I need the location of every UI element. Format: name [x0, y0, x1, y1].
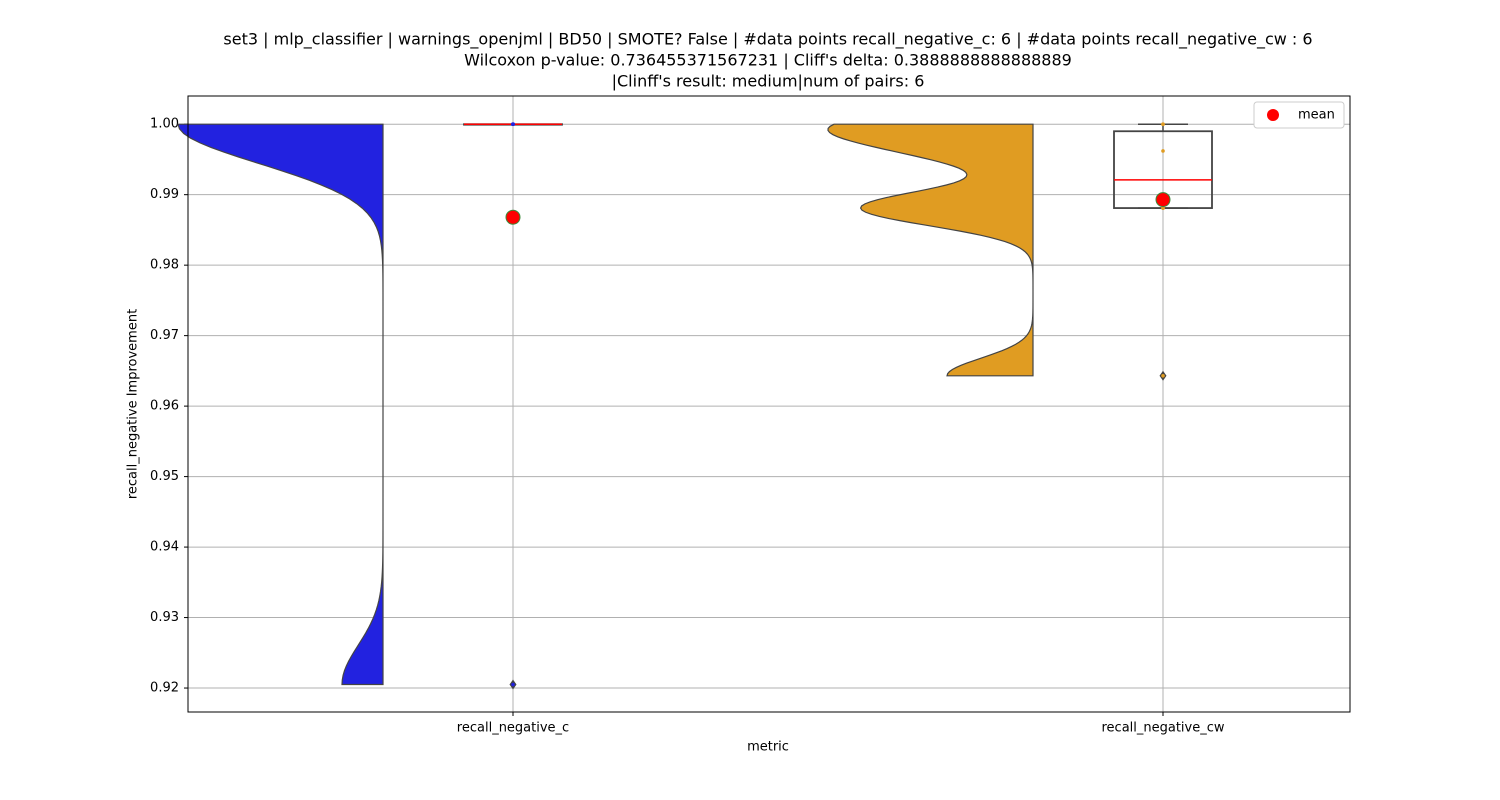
y-tick-label: 0.99: [150, 187, 179, 202]
y-axis-label: recall_negative Improvement: [126, 309, 141, 499]
y-tick-label: 0.93: [150, 610, 179, 625]
plot-frame: [187, 95, 1351, 713]
y-tick-label: 0.92: [150, 681, 179, 696]
x-tick-label: recall_negative_c: [457, 721, 569, 736]
violin: [177, 123, 384, 686]
data-point: [1161, 149, 1165, 153]
mean-marker: [1155, 192, 1171, 208]
legend-marker: [1267, 109, 1279, 121]
data-point: [1161, 122, 1165, 126]
chart-title: set3 | mlp_classifier | warnings_openjml…: [223, 30, 1312, 50]
y-tick-label: 0.96: [150, 399, 179, 414]
y-tick-label: 0.98: [150, 258, 179, 273]
legend-box: [1253, 101, 1345, 129]
violin: [827, 123, 1034, 377]
y-tick-label: 1.00: [150, 117, 179, 132]
mean-marker: [505, 209, 521, 225]
y-tick-label: 0.97: [150, 328, 179, 343]
x-tick-label: recall_negative_cw: [1101, 721, 1224, 736]
x-axis-label: metric: [747, 740, 789, 755]
data-point: [511, 682, 515, 687]
data-point: [1161, 206, 1165, 210]
y-tick-label: 0.95: [150, 469, 179, 484]
chart-title: Wilcoxon p-value: 0.736455371567231 | Cl…: [464, 51, 1072, 70]
chart-title: |Clinff's result: medium|num of pairs: 6: [612, 72, 925, 91]
legend-label: mean: [1298, 108, 1335, 123]
y-tick-label: 0.94: [150, 540, 179, 555]
data-point: [1161, 374, 1165, 378]
data-point: [511, 122, 515, 126]
